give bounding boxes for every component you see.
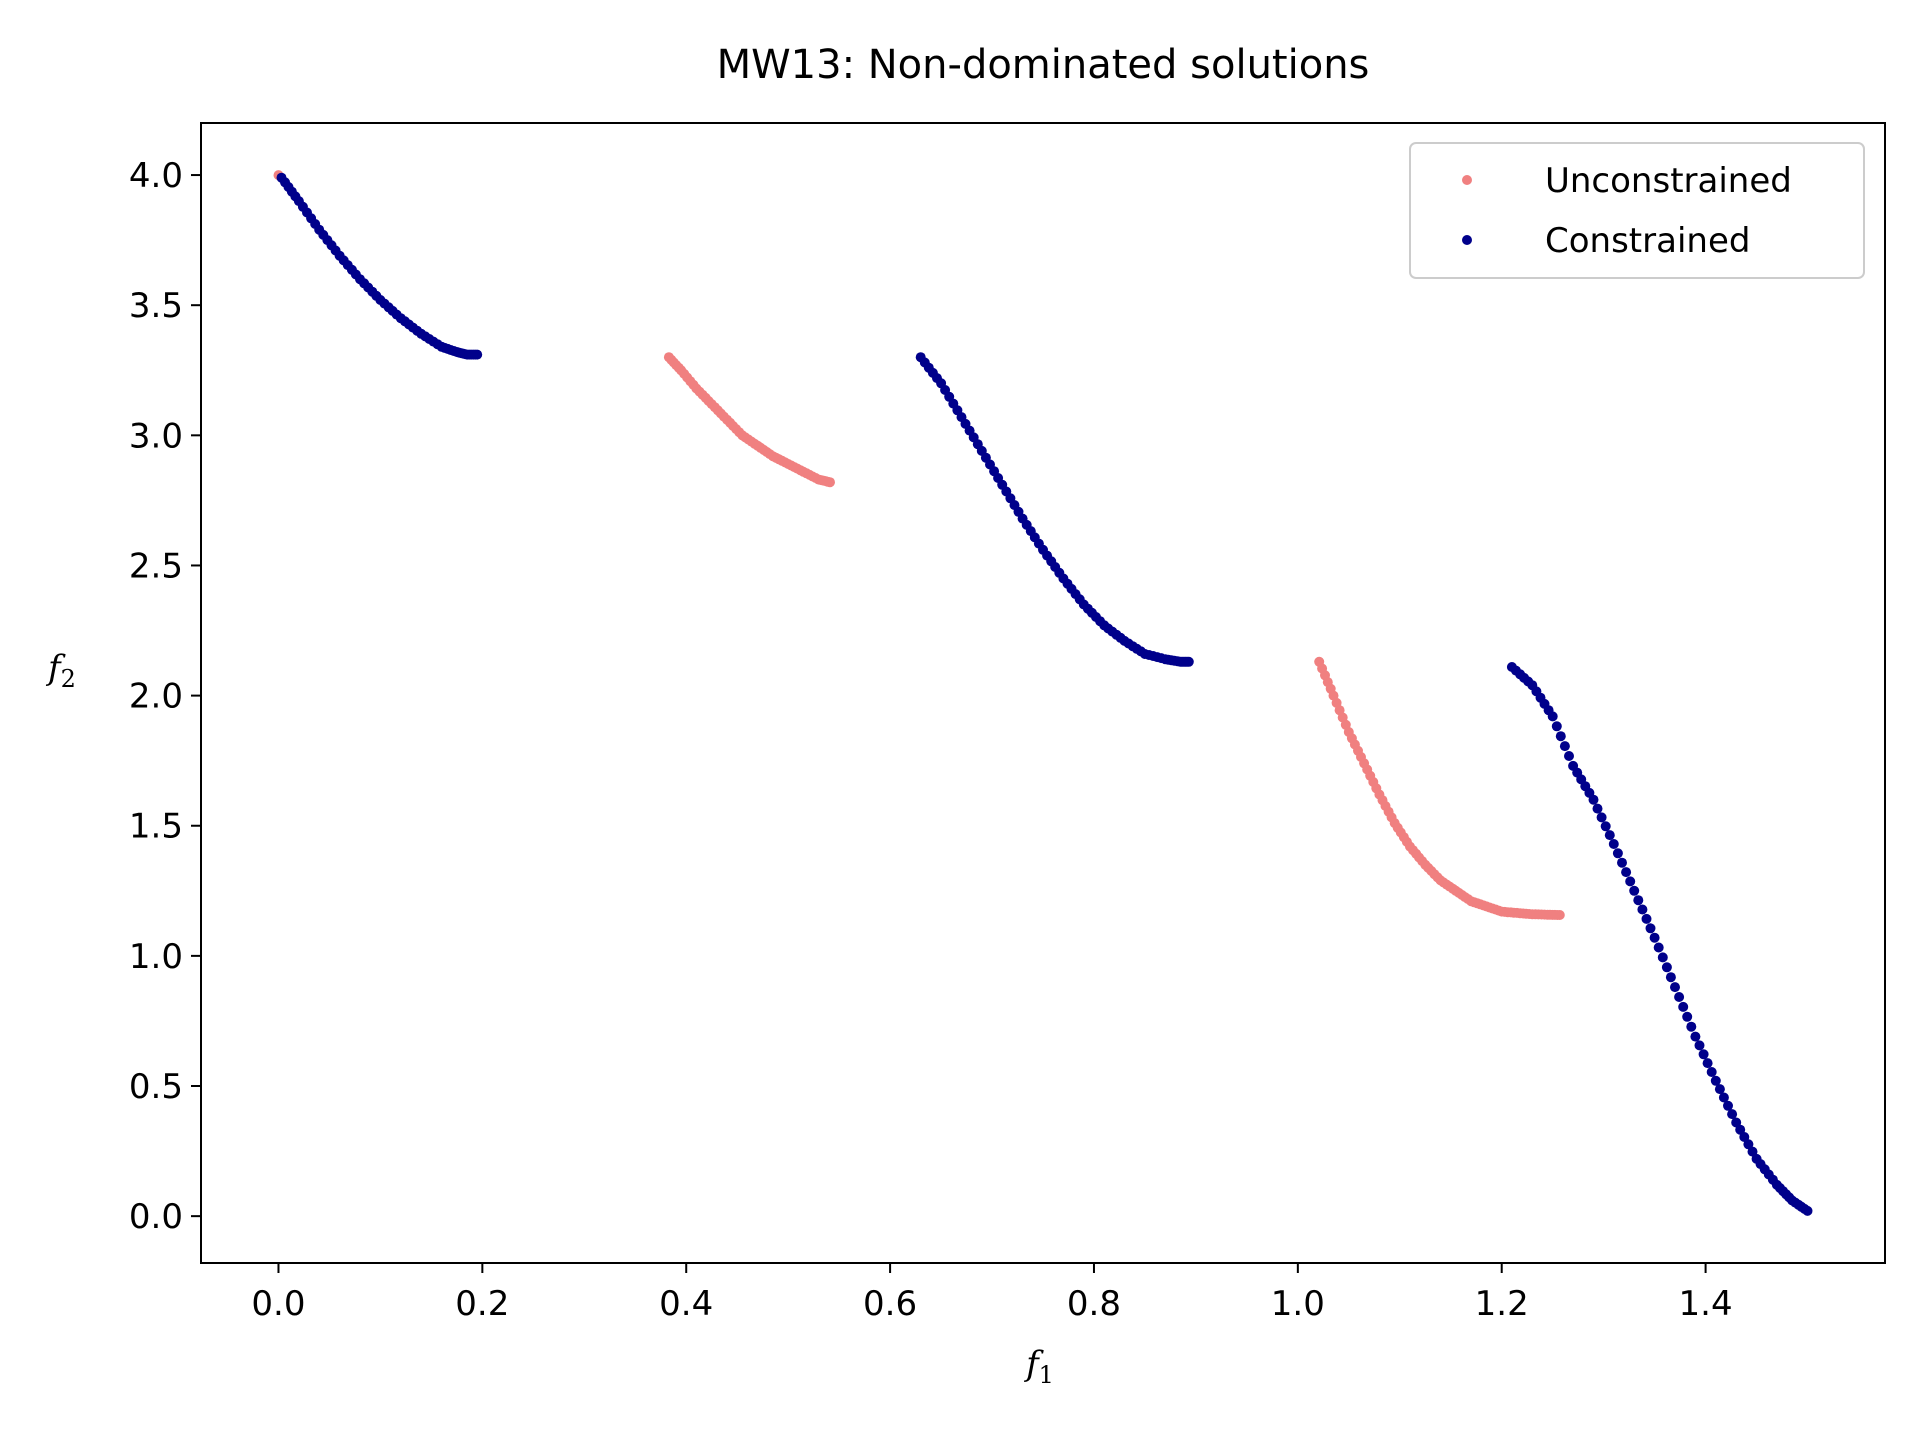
- data-point: [1686, 1021, 1697, 1032]
- data-point: [1665, 972, 1676, 983]
- data-point: [1633, 895, 1644, 906]
- data-point: [1641, 913, 1652, 924]
- y-tick-label: 3.0: [129, 416, 183, 456]
- data-point: [1670, 982, 1680, 993]
- y-tick-label: 4.0: [129, 156, 183, 196]
- data-point: [1739, 1132, 1750, 1142]
- data-point: [1702, 1058, 1713, 1069]
- x-tick-label: 0.2: [455, 1284, 509, 1324]
- data-point: [1674, 992, 1685, 1002]
- y-tick-label: 0.0: [129, 1197, 183, 1237]
- data-point: [1649, 932, 1660, 943]
- data-point: [1617, 857, 1627, 868]
- x-axis: 0.0 0.2 0.4 0.6 0.8 1.0 1.2 1.4: [251, 1263, 1733, 1324]
- plot-frame: [200, 122, 1886, 1264]
- data-point: [1612, 848, 1623, 859]
- data-point: [1694, 1040, 1705, 1051]
- data-point: [1653, 942, 1664, 953]
- y-tick-label: 1.0: [129, 937, 183, 977]
- data-point: [1678, 1001, 1689, 1012]
- data-point: [1727, 1109, 1738, 1120]
- data-point: [1554, 910, 1565, 920]
- data-point: [1735, 1124, 1746, 1135]
- series-constrained: [276, 172, 1813, 1216]
- data-point: [1600, 821, 1611, 832]
- data-point: [1592, 803, 1603, 814]
- data-point: [1657, 952, 1668, 963]
- x-tick-label: 0.4: [659, 1284, 713, 1324]
- data-point: [1596, 812, 1607, 823]
- chart-title: MW13: Non-dominated solutions: [717, 42, 1370, 88]
- x-tick-label: 0.8: [1067, 1284, 1121, 1324]
- data-point: [1743, 1139, 1754, 1150]
- legend-frame: [1409, 142, 1865, 279]
- y-tick-label: 2.0: [129, 677, 183, 717]
- data-point: [1625, 876, 1636, 887]
- data-point: [1718, 1092, 1729, 1103]
- data-point: [1588, 794, 1599, 805]
- data-point: [1551, 721, 1562, 732]
- y-tick-label: 3.5: [129, 286, 183, 326]
- x-axis-label-subscript: 1: [1039, 1361, 1054, 1389]
- data-point: [1645, 923, 1656, 934]
- legend-label-constrained: Constrained: [1545, 221, 1750, 261]
- y-axis: 0.0 0.5 1.0 1.5 2.0 2.5 3.0 3.5 4.0: [129, 156, 201, 1237]
- data-point: [1555, 731, 1566, 742]
- x-tick-label: 1.0: [1271, 1284, 1325, 1324]
- data-point: [1661, 962, 1672, 973]
- y-tick-label: 0.5: [129, 1067, 183, 1107]
- x-tick-label: 1.2: [1475, 1284, 1529, 1324]
- data-point: [1183, 656, 1194, 667]
- y-tick-label: 2.5: [129, 546, 183, 586]
- data-point: [1604, 830, 1615, 841]
- data-point: [1682, 1011, 1693, 1022]
- x-tick-label: 1.4: [1679, 1284, 1733, 1324]
- x-tick-label: 0.6: [863, 1284, 917, 1324]
- data-point: [1802, 1205, 1813, 1216]
- y-axis-label-subscript: 2: [61, 665, 76, 693]
- y-axis-label: f2: [45, 648, 76, 693]
- data-point: [1710, 1075, 1721, 1086]
- data-point: [1629, 885, 1640, 896]
- data-point: [1621, 867, 1632, 878]
- legend-marker-unconstrained: [1462, 175, 1472, 185]
- data-point: [1723, 1100, 1733, 1111]
- data-point: [1637, 904, 1648, 915]
- data-point: [1547, 711, 1558, 722]
- legend-label-unconstrained: Unconstrained: [1545, 161, 1792, 201]
- data-point: [825, 477, 835, 488]
- data-point: [1714, 1084, 1725, 1095]
- data-point: [1690, 1031, 1701, 1042]
- data-point: [1698, 1049, 1709, 1060]
- legend: Unconstrained Constrained: [1409, 142, 1865, 279]
- y-tick-label: 1.5: [129, 807, 183, 847]
- data-point: [1564, 751, 1574, 761]
- data-point: [1706, 1067, 1717, 1077]
- data-point: [1559, 741, 1570, 752]
- legend-marker-constrained: [1462, 235, 1472, 245]
- data-point: [1608, 839, 1619, 849]
- series-layer: [273, 170, 1813, 1216]
- series-unconstrained: [273, 170, 1565, 920]
- data-point: [1747, 1146, 1758, 1157]
- x-tick-label: 0.0: [251, 1284, 305, 1324]
- data-point: [472, 349, 483, 360]
